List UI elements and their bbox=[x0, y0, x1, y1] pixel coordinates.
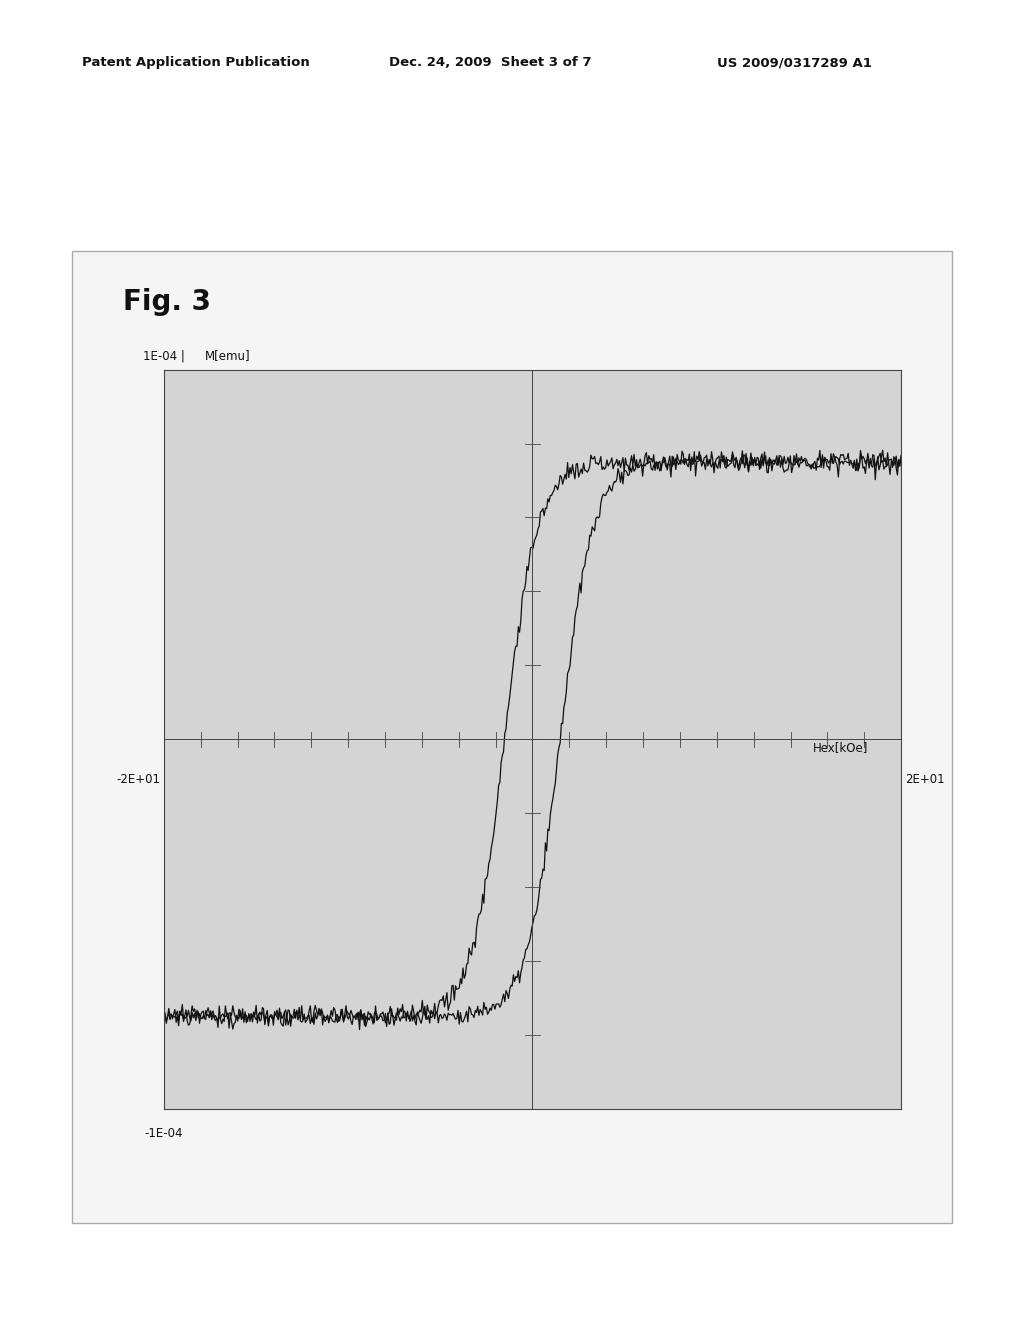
Text: Dec. 24, 2009  Sheet 3 of 7: Dec. 24, 2009 Sheet 3 of 7 bbox=[389, 57, 592, 69]
Text: Fig. 3: Fig. 3 bbox=[123, 288, 211, 315]
Text: Patent Application Publication: Patent Application Publication bbox=[82, 57, 309, 69]
Bar bbox=[72, 251, 952, 1222]
Text: -2E+01: -2E+01 bbox=[116, 774, 160, 787]
Text: 2E+01: 2E+01 bbox=[905, 774, 944, 787]
Text: -1E-04: -1E-04 bbox=[144, 1127, 183, 1140]
Text: 1E-04 |: 1E-04 | bbox=[143, 350, 184, 362]
Text: US 2009/0317289 A1: US 2009/0317289 A1 bbox=[717, 57, 871, 69]
Text: M[emu]: M[emu] bbox=[205, 350, 250, 362]
Text: Hex[kOe]: Hex[kOe] bbox=[813, 741, 868, 754]
